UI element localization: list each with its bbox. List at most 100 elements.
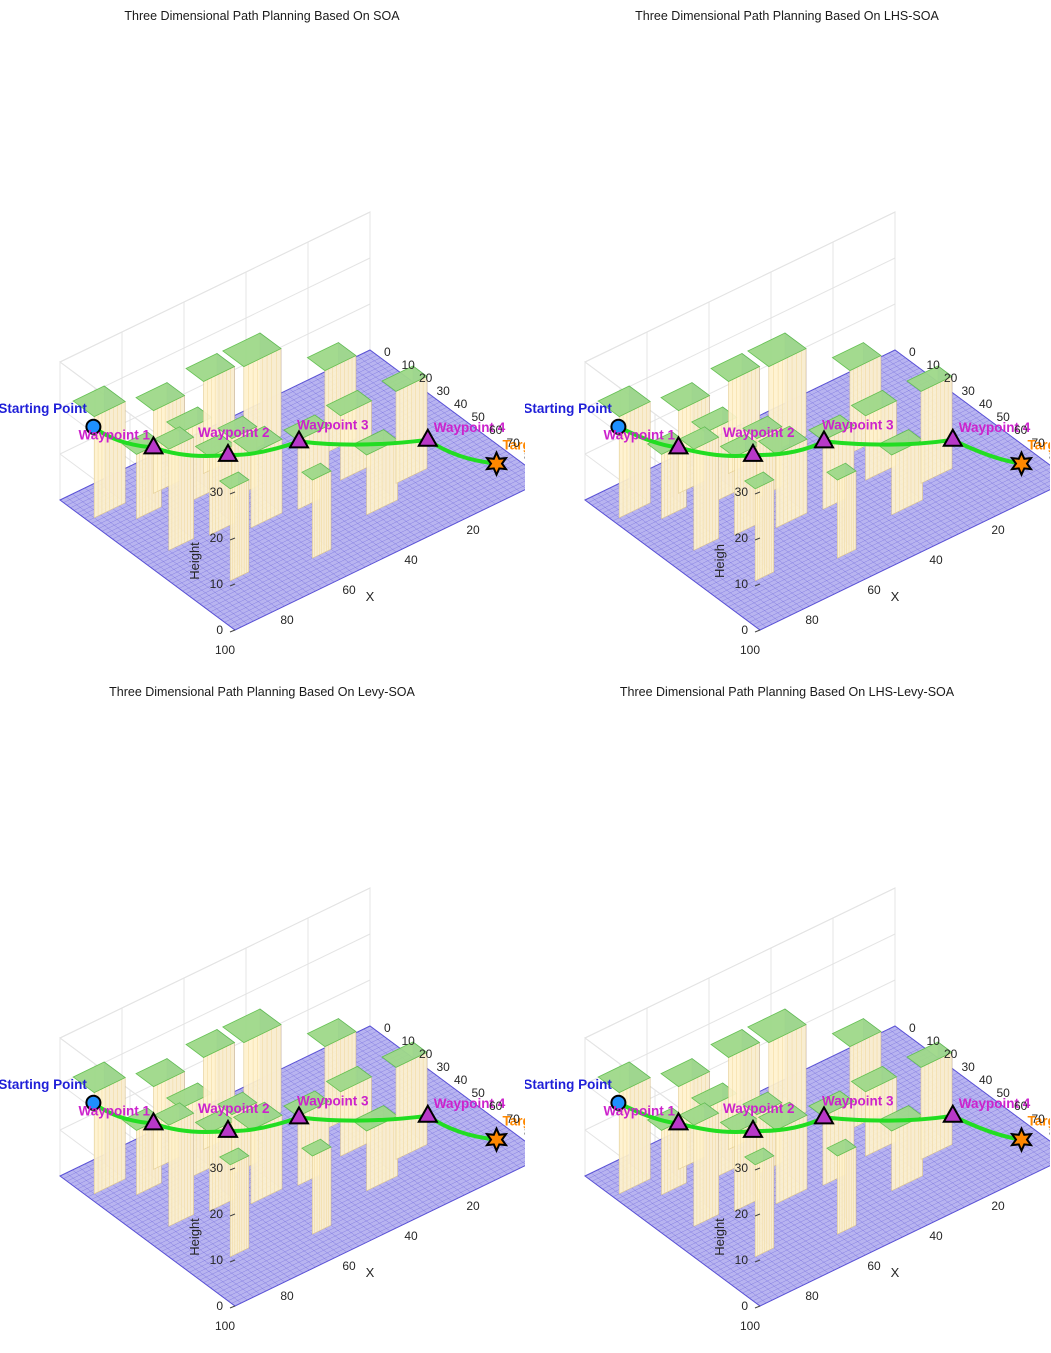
building-roof (325, 389, 373, 417)
mesh-line (728, 1132, 1039, 1283)
chart-svg-soa: Three Dimensional Path Planning Based On… (0, 9, 525, 657)
waypoint-4-marker (942, 427, 964, 447)
building-roof (217, 1091, 258, 1116)
waypoint-4-marker (417, 1103, 439, 1123)
z-tick-label: 0 (741, 623, 748, 637)
starting-point-label: Starting Point (0, 401, 87, 416)
building-roof (808, 1090, 855, 1117)
mesh-line (196, 451, 507, 602)
mesh-line (217, 1144, 525, 1294)
building-roof (154, 1102, 195, 1126)
building-roof (831, 342, 882, 372)
z-tick-mark (754, 1213, 761, 1217)
mesh-line (210, 1137, 521, 1288)
building-roof (222, 1008, 282, 1044)
chart-title: Three Dimensional Path Planning Based On… (635, 9, 939, 23)
z-tick-mark (229, 1259, 236, 1263)
z-tick-label: 30 (210, 1161, 224, 1175)
mesh-line (738, 464, 1050, 615)
waypoint-4-marker (417, 427, 439, 447)
waypoint-4-label: Waypoint 4 (959, 420, 1031, 435)
z-axis-label: Heigh (712, 544, 727, 578)
building (826, 1138, 857, 1235)
mesh-line (759, 489, 1050, 631)
z-tick-mark (229, 491, 236, 495)
chart-svg-lhs-levy-soa: Three Dimensional Path Planning Based On… (525, 685, 1050, 1333)
y-tick-label: 80 (1049, 449, 1050, 463)
building-roof (757, 1101, 808, 1131)
mesh-line (728, 456, 1039, 607)
mesh-line (234, 1165, 525, 1307)
z-tick-label: 10 (210, 1253, 224, 1267)
mesh-line (628, 478, 804, 610)
starting-point-marker (85, 418, 102, 435)
y-tick-label: 30 (437, 384, 451, 398)
target-point-label: Target Point (503, 1114, 526, 1129)
mesh-line (90, 484, 267, 616)
mesh-line (721, 451, 1032, 602)
y-tick-label: 70 (507, 1112, 521, 1126)
y-tick-label: 40 (979, 397, 993, 411)
y-tick-label: 60 (489, 1099, 503, 1113)
building (72, 385, 126, 519)
mesh-line (724, 1129, 1036, 1281)
building-roof (306, 342, 357, 372)
building (743, 471, 775, 582)
building-roof (710, 353, 761, 382)
z-tick-label: 20 (735, 1207, 749, 1221)
chart-panel-levy-soa: Three Dimensional Path Planning Based On… (0, 676, 525, 1352)
building-roof (679, 1102, 720, 1126)
building-roof (301, 462, 332, 481)
z-tick-label: 10 (210, 577, 224, 591)
y-tick-label: 20 (419, 1047, 433, 1061)
mesh-line (603, 1166, 779, 1298)
building-roof (660, 1058, 711, 1088)
x-tick-label: 20 (466, 523, 480, 537)
z-tick-label: 20 (210, 1207, 224, 1221)
back-grid-line (584, 887, 896, 1039)
chart-panel-lhs-levy-soa: Three Dimensional Path Planning Based On… (525, 676, 1050, 1352)
building (218, 471, 250, 582)
mesh-line (66, 496, 242, 628)
waypoint-2-label: Waypoint 2 (198, 425, 270, 440)
mesh-line (615, 1160, 792, 1292)
x-tick-label: 100 (215, 1319, 235, 1333)
y-tick-label: 50 (472, 1086, 486, 1100)
z-tick-mark (754, 583, 761, 587)
building-roof (72, 385, 126, 418)
building-roof (808, 414, 855, 441)
waypoint-3-label: Waypoint 3 (297, 1093, 369, 1108)
x-tick-label: 40 (404, 1229, 418, 1243)
z-tick-mark (229, 537, 236, 541)
waypoint-4-label: Waypoint 4 (434, 1096, 506, 1111)
waypoint-3-label: Waypoint 3 (822, 417, 894, 432)
mesh-line (227, 480, 525, 625)
mesh-line (78, 490, 254, 622)
mesh-line (199, 453, 511, 605)
target-point-marker (484, 450, 509, 478)
z-tick-mark (754, 1167, 761, 1171)
y-tick-label: 30 (437, 1060, 451, 1074)
y-tick-label: 0 (909, 345, 916, 359)
building-roof (232, 425, 283, 455)
starting-point-marker (610, 418, 627, 435)
building-roof (679, 426, 720, 450)
z-tick-label: 0 (216, 1299, 223, 1313)
mesh-line (97, 481, 273, 613)
y-tick-label: 40 (979, 1073, 993, 1087)
building-roof (218, 471, 250, 490)
mesh-line (756, 485, 1050, 628)
mesh-line (210, 461, 521, 612)
starting-point-marker (85, 1094, 102, 1111)
building-roof (381, 1041, 428, 1068)
building-roof (185, 1029, 236, 1058)
z-tick-mark (754, 537, 761, 541)
building-roof (850, 1065, 898, 1093)
x-tick-label: 80 (805, 613, 819, 627)
y-tick-label: 0 (909, 1021, 916, 1035)
building-roof (306, 1018, 357, 1048)
building (757, 425, 808, 529)
mesh-line (752, 480, 1050, 625)
waypoint-1-marker (667, 435, 690, 455)
x-axis-label: X (366, 589, 375, 604)
